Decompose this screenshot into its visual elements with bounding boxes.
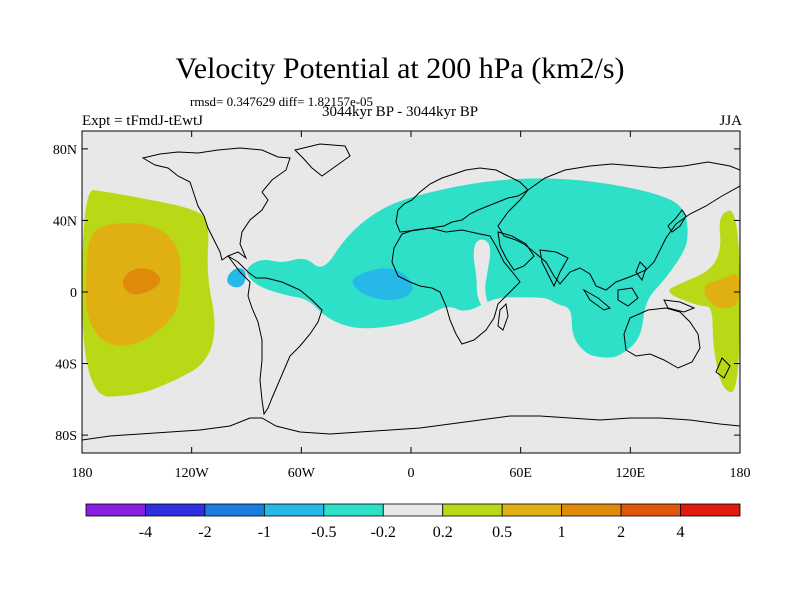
time-range-subtitle: 3044kyr BP - 3044kyr BP [321, 104, 479, 120]
stats-text: rmsd= 0.347629 diff= 1.82157e-05 [190, 94, 374, 109]
region-eurasia-africa-negative [246, 178, 688, 358]
colorbar-swatch [442, 503, 503, 517]
coast-japan [667, 209, 687, 233]
colorbar-label: -4 [139, 524, 152, 541]
region-pacific-core [122, 268, 161, 295]
coast-south-america [227, 255, 323, 416]
season-label: JJA [719, 113, 742, 129]
colorbar-label: 0.5 [492, 524, 512, 541]
coast-sumatra [582, 288, 612, 311]
coast-europe [395, 167, 529, 233]
region-western-pacific-positive [669, 210, 740, 393]
axes: 80N 40N 0 40S 80S 180 120W 60W 0 60E 120E 180 [53, 131, 751, 481]
coast-north-america [141, 147, 291, 261]
colorbar-swatch [501, 503, 563, 517]
lat-tick-label: 0 [70, 286, 77, 301]
lon-tick-label: 120W [175, 466, 210, 481]
colorbar-swatch [323, 503, 384, 517]
colorbar-swatch [145, 503, 206, 517]
colorbar-swatch [620, 503, 681, 517]
colorbar-swatch [382, 503, 444, 517]
plot-area [82, 131, 740, 453]
coast-asia [497, 161, 740, 291]
region-tropical-atlantic-core [352, 268, 413, 301]
lat-tick-label: 40S [55, 358, 77, 373]
contour-regions [82, 178, 740, 397]
colorbar-swatch [561, 503, 622, 517]
coast-madagascar [497, 302, 509, 331]
colorbar-label: -0.5 [311, 524, 336, 541]
colorbar-label: -0.2 [371, 524, 396, 541]
colorbar-swatch [85, 503, 146, 517]
coast-antarctica [82, 415, 740, 441]
lon-tick-label: 180 [730, 466, 751, 481]
coast-new-zealand [715, 357, 731, 379]
lat-tick-label: 80N [53, 143, 77, 158]
coast-arabia [497, 231, 535, 271]
region-east-africa-gap [473, 239, 491, 312]
lat-tick-label: 40N [53, 214, 77, 229]
colorbar-label: 2 [617, 524, 625, 541]
coast-philippines [635, 261, 647, 282]
coast-australia [623, 307, 701, 369]
lon-tick-label: 120E [616, 466, 646, 481]
colorbar-label: 1 [558, 524, 566, 541]
coast-africa [391, 227, 521, 345]
map-title: Velocity Potential at 200 hPa (km2/s) [175, 52, 625, 85]
colorbar-label: 4 [677, 524, 685, 541]
coast-new-guinea [663, 299, 696, 313]
coast-india [539, 249, 569, 288]
coast-borneo [617, 287, 639, 307]
coastlines [82, 143, 740, 441]
colorbar-label: -1 [258, 524, 271, 541]
experiment-label: Expt = tFmdJ-tEwtJ [82, 113, 203, 129]
region-western-pacific-moderate [704, 274, 740, 309]
colorbar-swatch [204, 503, 265, 517]
lon-tick-label: 180 [72, 466, 93, 481]
colorbar-swatch [263, 503, 325, 517]
lon-tick-label: 60E [509, 466, 532, 481]
lon-tick-label: 0 [408, 466, 415, 481]
coast-greenland [294, 143, 351, 177]
colorbar-swatch [680, 503, 741, 517]
colorbar: -4 -2 -1 -0.5 -0.2 0.2 0.5 1 2 4 [85, 503, 741, 541]
lon-tick-label: 60W [288, 466, 316, 481]
colorbar-label: -2 [198, 524, 211, 541]
lat-tick-label: 80S [55, 429, 77, 444]
colorbar-label: 0.2 [433, 524, 453, 541]
